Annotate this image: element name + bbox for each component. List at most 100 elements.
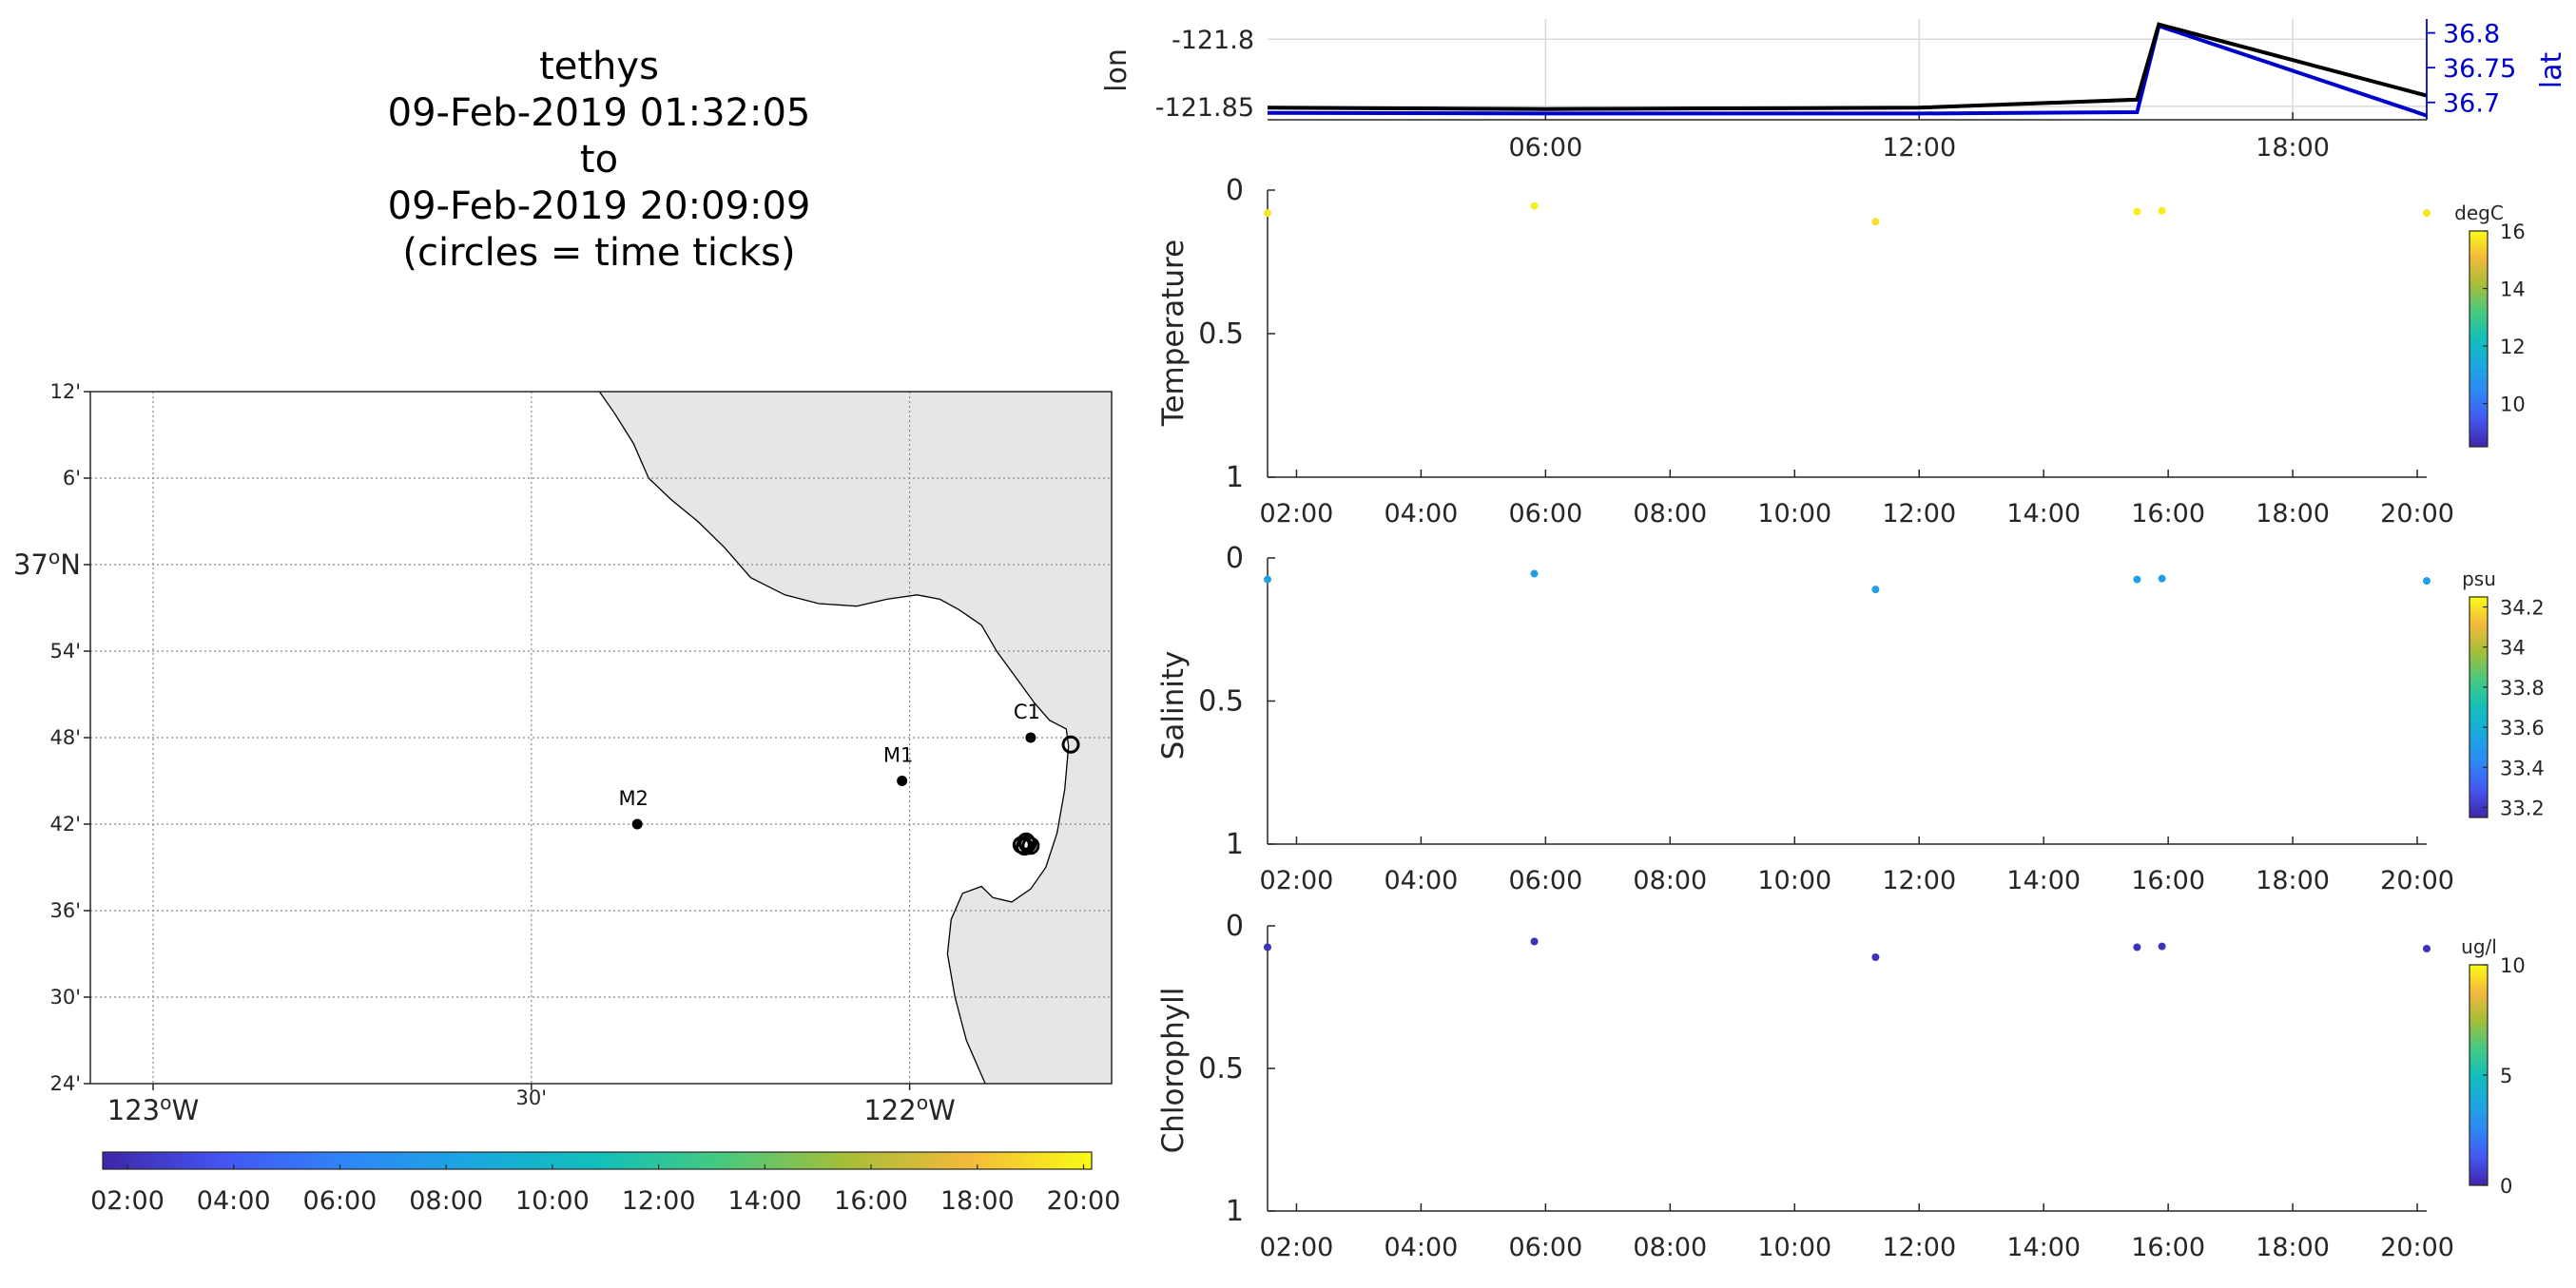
time-colorbar [102,1151,1093,1170]
map-tick-label-lon: 122oW [863,1091,955,1126]
salinity-tick-label-x: 06:00 [1508,866,1582,895]
salinity-tick-label-x: 16:00 [2131,866,2205,895]
chlorophyll-tick-label-x: 06:00 [1508,1233,1582,1262]
temperature-colorbar-unit: degC [2454,202,2504,224]
temperature-colorbar-tick-label: 14 [2500,279,2526,301]
salinity-colorbar-tick-label: 34.2 [2500,597,2545,620]
chlorophyll-ylabel: Chlorophyll [1156,988,1191,1154]
time-colorbar-tick-label: 02:00 [90,1186,165,1216]
map-tick-label-lat: 24' [50,1072,82,1095]
salinity-colorbar-tick-label: 33.6 [2500,717,2545,740]
chlorophyll-plot: 0 0.5 1 02:00 04:00 06:00 08:00 10:00 12:00 14:00… [1156,910,2526,1262]
chlorophyll-tick-label-y: 0.5 [1198,1052,1244,1086]
lon-lat-plot: 06:00 12:00 18:00 -121.8 -121.85 36.8 36.75 36.… [1100,19,2568,163]
temperature-tick-label-x: 14:00 [2006,499,2081,529]
salinity-tick-label-x: 14:00 [2006,866,2081,895]
station-label: M2 [618,787,648,810]
chlorophyll-point [2423,945,2431,952]
title-line-to: to [579,138,619,182]
time-colorbar-tick-label: 18:00 [940,1186,1015,1216]
salinity-tick-label-x: 04:00 [1384,866,1458,895]
chlorophyll-colorbar-tick-label: 0 [2500,1175,2512,1198]
salinity-colorbar-tick-label: 33.4 [2500,757,2545,779]
title-line-vehicle: tethys [539,45,659,88]
temperature-point [2133,207,2141,216]
chlorophyll-point [1530,937,1539,946]
temperature-tick-label-x: 18:00 [2256,499,2330,529]
chlorophyll-tick-label-x: 14:00 [2006,1233,2081,1262]
lonlat-tick-label-x: 06:00 [1508,133,1582,163]
station-marker [897,776,908,786]
lonlat-tick-label-lon: -121.85 [1155,93,1254,123]
temperature-tick-label-x: 02:00 [1260,499,1334,529]
title-line-note: (circles = time ticks) [402,231,796,275]
temperature-point [2158,206,2166,215]
temperature-tick-label-y: 0 [1226,174,1244,207]
map-tick-label-lat: 12' [50,380,82,403]
salinity-tick-label-x: 18:00 [2256,866,2330,895]
salinity-point [1264,575,1271,584]
time-colorbar-tick-label: 16:00 [834,1186,908,1216]
salinity-colorbar-tick-label: 34 [2500,637,2526,660]
temperature-tick-label-x: 20:00 [2380,499,2454,529]
chlorophyll-tick-label-x: 10:00 [1757,1233,1831,1262]
temperature-colorbar-tick-label: 12 [2500,336,2526,358]
station-marker [1025,732,1036,743]
lonlat-ylabel-lat: lat [2535,52,2568,89]
temperature-plot: 0 0.5 1 02:00 04:00 06:00 08:00 10:00 12:00 14:00… [1156,174,2526,529]
lonlat-background [1268,19,2427,120]
lonlat-ylabel-lon: lon [1100,48,1133,92]
temperature-point [1530,202,1539,210]
salinity-colorbar-tick-label: 33.8 [2500,677,2545,700]
chlorophyll-tick-label-x: 12:00 [1882,1233,1956,1262]
time-colorbar-tick-label: 06:00 [303,1186,378,1216]
chlorophyll-tick-label-x: 18:00 [2256,1233,2330,1262]
chlorophyll-tick-label-x: 20:00 [2380,1233,2454,1262]
track-time-circle [1021,836,1040,855]
temperature-point [1871,218,1880,226]
lat-series-line [1267,23,2428,118]
chlorophyll-point [2133,943,2141,952]
time-colorbar-tick-label: 04:00 [197,1186,271,1216]
map-tick-label-lat: 30' [50,986,82,1009]
chlorophyll-tick-label-x: 16:00 [2131,1233,2205,1262]
temperature-colorbar-tick-label: 16 [2500,221,2526,243]
salinity-colorbar-tick-label: 33.2 [2500,797,2545,819]
temperature-tick-label-x: 12:00 [1882,499,1956,529]
lonlat-tick-label-x: 12:00 [1882,133,1956,163]
time-colorbar-tick-label: 08:00 [409,1186,483,1216]
chlorophyll-tick-label-y: 0 [1226,910,1244,943]
map-tick-label-lat: 6' [63,467,81,490]
chlorophyll-point [1264,943,1271,952]
map-frame [89,391,1113,1085]
map-tick-label-lat: 48' [50,726,82,749]
temperature-colorbar-tick-label: 10 [2500,394,2526,416]
temperature-tick-label-x: 04:00 [1384,499,1458,529]
temperature-tick-label-x: 06:00 [1508,499,1582,529]
temperature-colorbar [2469,230,2489,448]
lon-series-line-top [1267,22,2428,111]
salinity-tick-label-x: 02:00 [1260,866,1334,895]
temperature-point [1264,209,1271,218]
map-tick-label-lon: 123oW [107,1091,199,1126]
salinity-tick-label-y: 1 [1226,828,1244,861]
lonlat-tick-label-lat: 36.8 [2443,20,2500,49]
salinity-point [1530,569,1539,578]
salinity-ylabel: Salinity [1156,651,1191,760]
salinity-plot: 0 0.5 1 02:00 04:00 06:00 08:00 10:00 12:00 14:00… [1156,542,2545,895]
figure-title: tethys 09-Feb-2019 01:32:05 to 09-Feb-20… [323,44,875,277]
track-time-circle [1012,836,1031,855]
track-map[interactable]: 12' 6' 37oN 54' 48' 42' 36' 30' 24' 123oW 30' 122oW… [13,373,1131,1216]
chlorophyll-colorbar-tick-label: 10 [2500,954,2526,977]
track-time-circle [1017,832,1036,851]
chlorophyll-colorbar-unit: ug/l [2461,935,2497,958]
time-colorbar-tick-label: 12:00 [622,1186,696,1216]
title-line-end: 09-Feb-2019 20:09:09 [387,184,811,228]
salinity-point [2158,574,2166,583]
temperature-tick-label-x: 08:00 [1633,499,1707,529]
salinity-tick-label-y: 0.5 [1198,685,1244,719]
station-label: M1 [883,744,913,767]
salinity-tick-label-x: 20:00 [2380,866,2454,895]
temperature-tick-label-y: 0.5 [1198,317,1244,351]
salinity-tick-label-y: 0 [1226,542,1244,575]
